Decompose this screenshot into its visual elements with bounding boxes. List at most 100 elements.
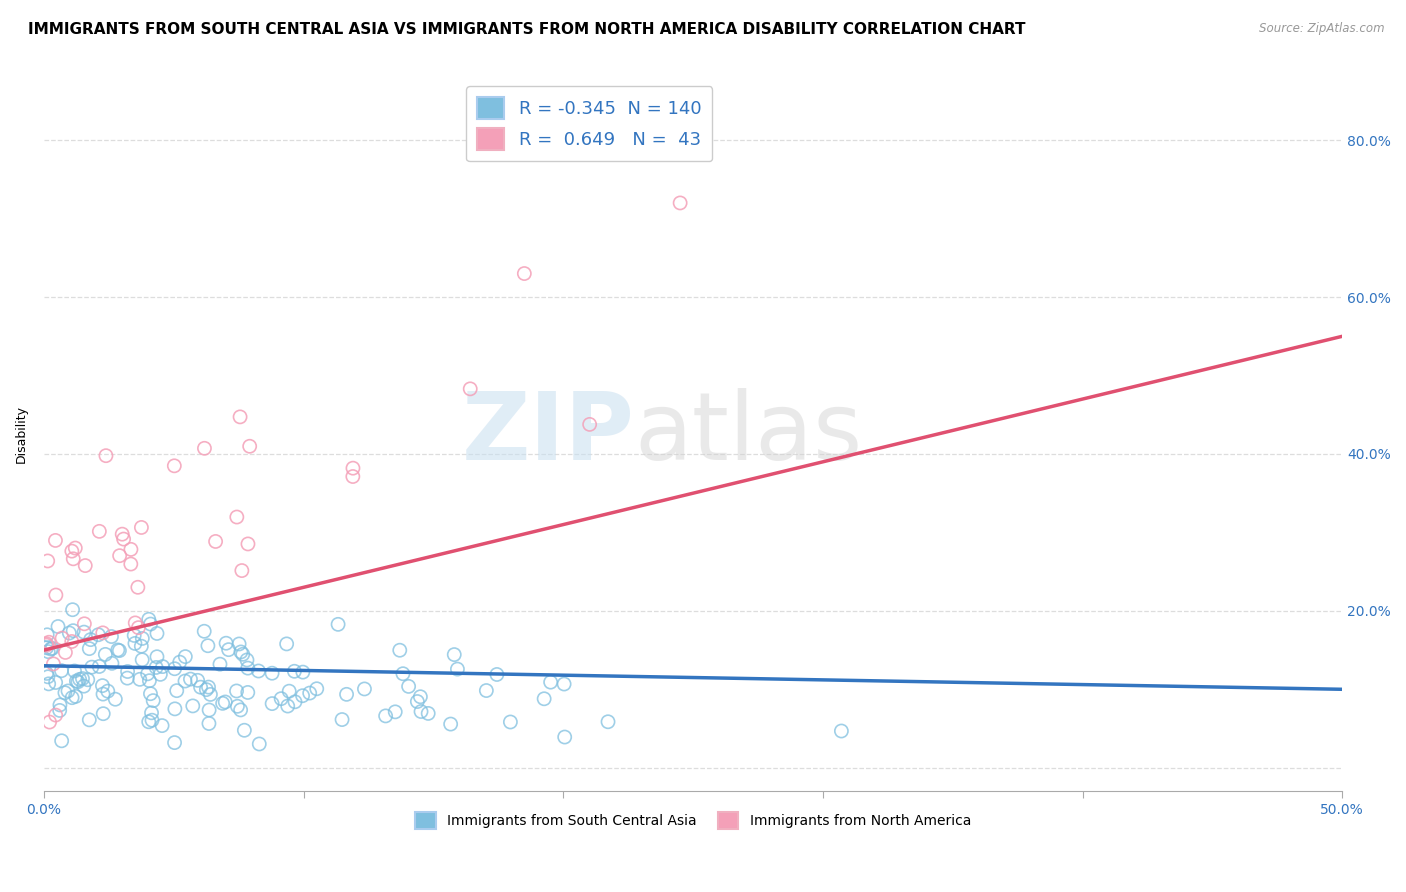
Point xyxy=(236,653,259,667)
Point xyxy=(335,687,357,701)
Point xyxy=(330,713,353,727)
Point xyxy=(35,638,58,652)
Point xyxy=(211,697,233,711)
Point xyxy=(91,706,114,721)
Point xyxy=(72,672,94,686)
Point xyxy=(112,532,135,546)
Legend: Immigrants from South Central Asia, Immigrants from North America: Immigrants from South Central Asia, Immi… xyxy=(409,806,977,834)
Point xyxy=(51,664,73,678)
Point xyxy=(73,616,96,631)
Point xyxy=(45,588,67,602)
Point xyxy=(374,709,396,723)
Point xyxy=(35,637,58,651)
Point xyxy=(131,632,153,646)
Point xyxy=(66,674,89,689)
Point xyxy=(166,683,188,698)
Point xyxy=(127,580,149,594)
Point xyxy=(94,648,117,662)
Point xyxy=(174,649,197,664)
Point xyxy=(49,698,72,712)
Point xyxy=(406,694,429,708)
Point xyxy=(187,673,209,688)
Point xyxy=(62,624,84,638)
Text: atlas: atlas xyxy=(634,388,863,481)
Point xyxy=(277,699,299,714)
Point xyxy=(37,670,59,684)
Point xyxy=(236,685,259,699)
Point xyxy=(55,645,77,659)
Point xyxy=(139,687,162,701)
Point xyxy=(120,557,142,571)
Point xyxy=(231,564,253,578)
Point xyxy=(163,662,186,676)
Point xyxy=(131,639,153,653)
Text: Source: ZipAtlas.com: Source: ZipAtlas.com xyxy=(1260,22,1385,36)
Point xyxy=(174,674,197,689)
Point xyxy=(45,708,67,723)
Point xyxy=(131,520,153,534)
Point xyxy=(46,619,69,633)
Point xyxy=(236,537,259,551)
Point xyxy=(513,267,536,281)
Point xyxy=(37,645,59,659)
Point xyxy=(42,657,65,671)
Point xyxy=(39,642,62,657)
Point xyxy=(236,661,259,675)
Point xyxy=(69,673,91,687)
Point xyxy=(38,635,60,649)
Point xyxy=(443,648,465,662)
Point xyxy=(136,666,159,681)
Point xyxy=(76,673,98,687)
Point xyxy=(60,634,83,648)
Point xyxy=(149,667,172,681)
Point xyxy=(79,632,101,647)
Point xyxy=(215,636,238,650)
Point xyxy=(65,541,87,555)
Point xyxy=(409,705,432,719)
Point xyxy=(48,703,70,717)
Point xyxy=(193,442,215,456)
Point xyxy=(65,690,87,704)
Point xyxy=(53,686,76,700)
Point xyxy=(111,527,134,541)
Point xyxy=(200,687,222,701)
Point xyxy=(398,680,420,694)
Point xyxy=(169,655,191,669)
Point xyxy=(35,640,58,655)
Point xyxy=(475,683,498,698)
Point xyxy=(342,469,364,483)
Point xyxy=(262,666,284,681)
Point xyxy=(190,680,212,694)
Point xyxy=(150,718,173,732)
Point xyxy=(232,647,254,661)
Point xyxy=(80,660,103,674)
Point xyxy=(60,544,83,558)
Text: ZIP: ZIP xyxy=(461,388,634,481)
Point xyxy=(225,684,247,698)
Point xyxy=(142,693,165,707)
Point xyxy=(138,673,160,688)
Point xyxy=(353,681,375,696)
Point xyxy=(181,698,204,713)
Point xyxy=(218,642,240,657)
Point xyxy=(75,558,97,573)
Point xyxy=(51,733,73,747)
Point xyxy=(107,643,129,657)
Point xyxy=(91,625,114,640)
Point xyxy=(225,510,247,524)
Point xyxy=(276,637,298,651)
Point xyxy=(138,714,160,729)
Point xyxy=(418,706,440,721)
Point xyxy=(89,524,111,539)
Point xyxy=(228,637,250,651)
Point xyxy=(198,703,221,717)
Point xyxy=(533,691,555,706)
Point xyxy=(409,690,432,704)
Point xyxy=(392,666,415,681)
Point xyxy=(87,628,110,642)
Point xyxy=(120,542,142,557)
Point xyxy=(139,617,162,632)
Point xyxy=(97,684,120,698)
Point xyxy=(384,705,406,719)
Point xyxy=(342,461,364,475)
